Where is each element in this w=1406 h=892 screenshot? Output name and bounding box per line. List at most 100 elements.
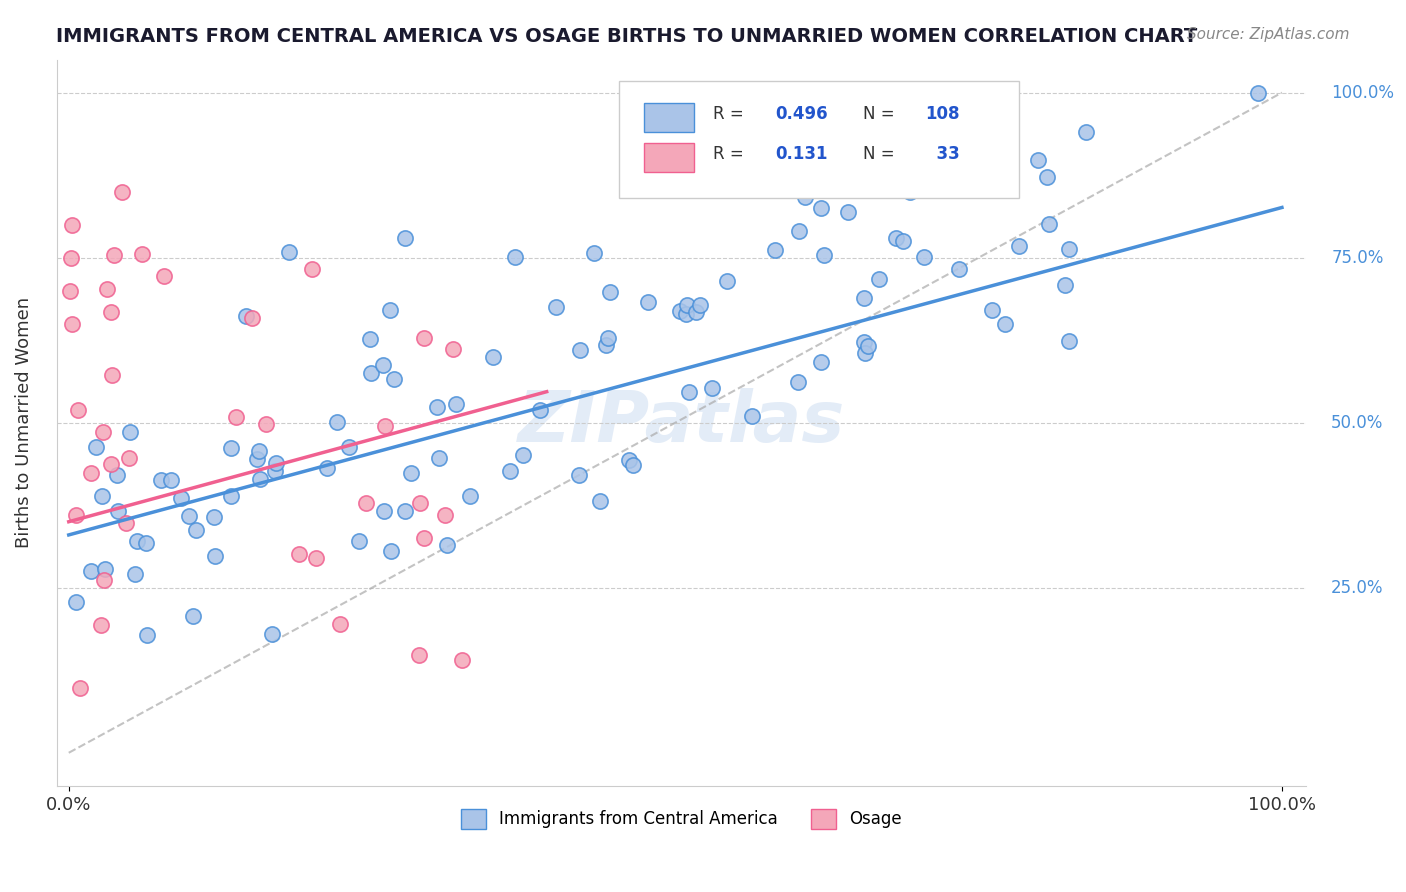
- Point: [124, 566, 146, 581]
- Point: [114, 516, 136, 530]
- Point: [853, 346, 876, 360]
- Point: [202, 510, 225, 524]
- Point: [84, 441, 107, 455]
- Point: [242, 311, 264, 326]
- Point: [994, 317, 1017, 331]
- Point: [884, 230, 907, 244]
- Point: [60, 218, 83, 232]
- Point: [373, 504, 395, 518]
- Text: R =: R =: [713, 145, 748, 163]
- Point: [246, 451, 269, 466]
- Point: [763, 243, 786, 257]
- Point: [94, 561, 117, 575]
- Point: [1008, 239, 1031, 253]
- Point: [288, 547, 311, 561]
- Point: [349, 534, 371, 549]
- Point: [1057, 242, 1080, 256]
- Point: [354, 496, 377, 510]
- Point: [91, 425, 114, 439]
- Point: [373, 358, 395, 372]
- Point: [1036, 170, 1059, 185]
- Point: [90, 618, 112, 632]
- Text: 33: 33: [925, 145, 960, 163]
- Point: [105, 468, 128, 483]
- Point: [582, 245, 605, 260]
- Point: [617, 452, 640, 467]
- Point: [1038, 217, 1060, 231]
- Point: [394, 231, 416, 245]
- Point: [450, 653, 472, 667]
- Point: [339, 440, 361, 454]
- Text: IMMIGRANTS FROM CENTRAL AMERICA VS OSAGE BIRTHS TO UNMARRIED WOMEN CORRELATION C: IMMIGRANTS FROM CENTRAL AMERICA VS OSAGE…: [56, 27, 1198, 45]
- Point: [637, 295, 659, 310]
- Point: [599, 285, 621, 300]
- Point: [159, 473, 181, 487]
- Text: 0.496: 0.496: [775, 105, 828, 123]
- Point: [858, 339, 880, 353]
- Point: [315, 461, 337, 475]
- Point: [360, 366, 382, 380]
- Point: [950, 119, 973, 133]
- Point: [842, 119, 865, 133]
- Point: [741, 409, 763, 423]
- Point: [689, 298, 711, 312]
- Point: [225, 409, 247, 424]
- Point: [235, 309, 257, 323]
- Point: [394, 504, 416, 518]
- Point: [973, 178, 995, 192]
- Point: [204, 549, 226, 564]
- Text: N =: N =: [863, 105, 894, 123]
- Point: [135, 628, 157, 642]
- FancyBboxPatch shape: [644, 103, 695, 132]
- Text: 0.131: 0.131: [775, 145, 828, 163]
- Point: [481, 350, 503, 364]
- Point: [898, 185, 921, 199]
- Point: [264, 456, 287, 470]
- Y-axis label: Births to Unmarried Women: Births to Unmarried Women: [15, 297, 32, 549]
- Point: [678, 385, 700, 400]
- Point: [458, 489, 481, 503]
- Text: 50.0%: 50.0%: [1331, 414, 1384, 432]
- Point: [413, 331, 436, 345]
- Point: [433, 508, 456, 522]
- Point: [912, 250, 935, 264]
- Text: Source: ZipAtlas.com: Source: ZipAtlas.com: [1187, 27, 1350, 42]
- Point: [669, 304, 692, 318]
- Point: [91, 489, 114, 503]
- Point: [917, 125, 939, 139]
- Point: [304, 551, 326, 566]
- Point: [512, 448, 534, 462]
- Point: [254, 417, 277, 431]
- Text: ZIPatlas: ZIPatlas: [517, 388, 845, 458]
- Point: [409, 496, 432, 510]
- Point: [179, 508, 201, 523]
- Point: [948, 262, 970, 277]
- Point: [118, 451, 141, 466]
- Text: 25.0%: 25.0%: [1331, 579, 1384, 597]
- Point: [80, 564, 103, 578]
- Point: [441, 343, 464, 357]
- Point: [329, 616, 352, 631]
- Text: R =: R =: [713, 105, 748, 123]
- Point: [118, 425, 141, 439]
- Point: [546, 300, 568, 314]
- Point: [103, 248, 125, 262]
- Point: [837, 205, 859, 219]
- Point: [408, 648, 430, 662]
- Point: [59, 284, 82, 298]
- Point: [499, 464, 522, 478]
- Point: [716, 274, 738, 288]
- Point: [529, 403, 551, 417]
- Point: [980, 302, 1002, 317]
- Point: [598, 331, 620, 345]
- Point: [810, 202, 832, 216]
- Point: [1057, 334, 1080, 348]
- Point: [569, 343, 592, 357]
- Legend: Immigrants from Central America, Osage: Immigrants from Central America, Osage: [454, 802, 908, 836]
- Point: [413, 531, 436, 545]
- Point: [107, 504, 129, 518]
- Point: [374, 419, 396, 434]
- Point: [65, 508, 87, 522]
- Point: [382, 372, 405, 386]
- Point: [219, 489, 242, 503]
